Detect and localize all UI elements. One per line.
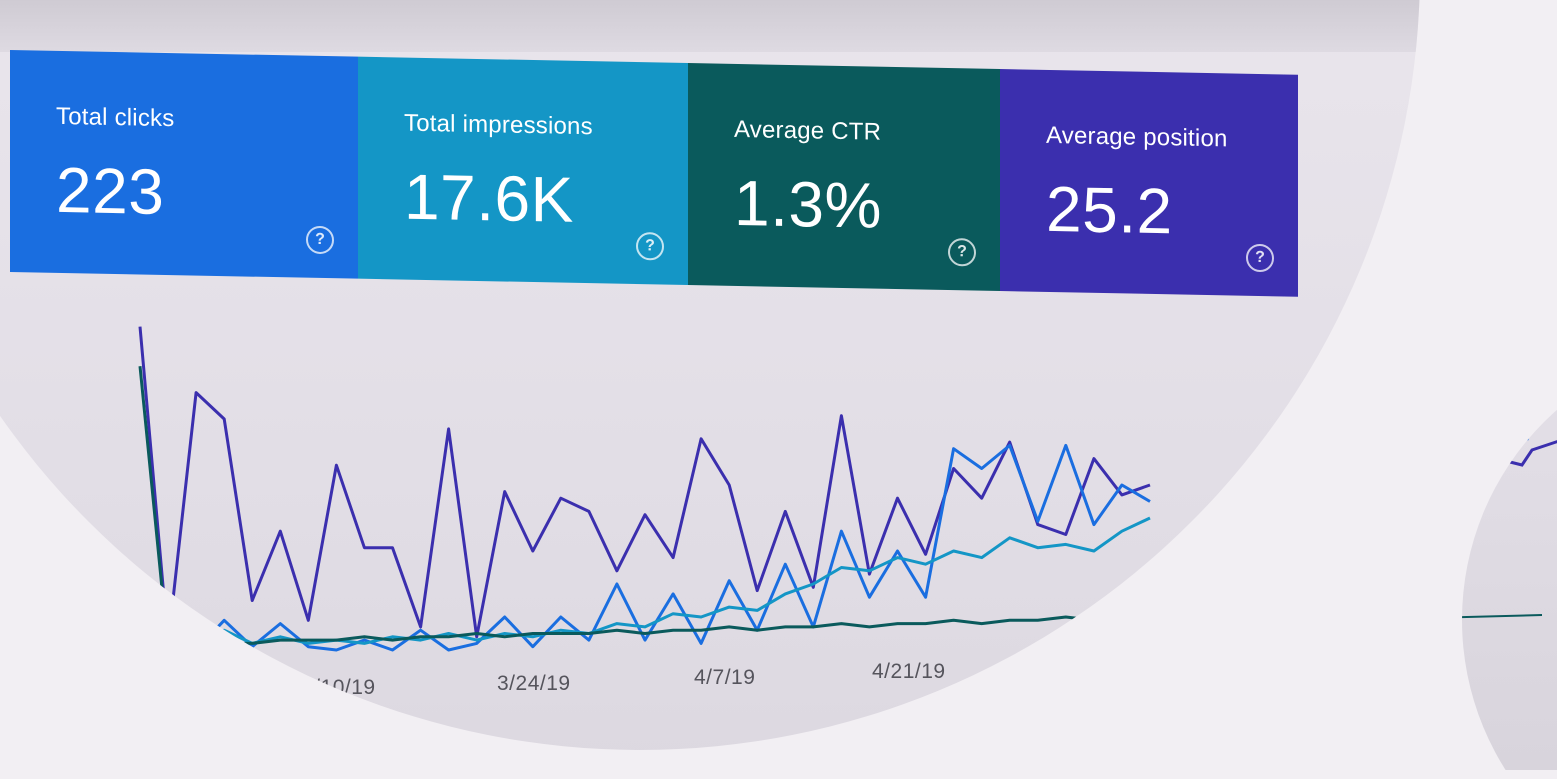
card-label: Average position [1046,121,1228,153]
secondary-chart [1462,367,1557,619]
card-total-clicks[interactable]: Total clicks 223 ? [10,50,358,279]
help-icon[interactable]: ? [948,238,976,267]
series-line [138,326,1151,645]
card-total-impressions[interactable]: Total impressions 17.6K ? [358,56,688,286]
help-icon[interactable]: ? [1246,243,1274,273]
card-value: 223 [56,153,165,228]
x-tick-label: /19 [1432,648,1458,668]
x-tick-label: 4/21/19 [872,660,946,683]
card-value: 17.6K [404,160,574,236]
card-label: Total clicks [56,102,175,133]
series-line [139,516,1151,652]
card-average-position[interactable]: Average position 25.2 ? [1000,69,1298,297]
secondary-series-line [1462,438,1557,511]
series-line [138,366,1150,652]
card-label: Average CTR [734,115,882,146]
chart-svg [138,326,1151,652]
secondary-baseline [1462,614,1543,619]
performance-chart: 3/10/19 3/24/19 4/7/19 4/21/19 [0,290,1420,750]
x-tick-label: 3/10/19 [302,676,376,699]
x-tick-label: 3/24/19 [497,672,571,695]
card-average-ctr[interactable]: Average CTR 1.3% ? [688,63,1000,292]
card-value: 25.2 [1046,172,1173,248]
secondary-series-line [1462,367,1557,511]
help-icon[interactable]: ? [636,232,664,261]
metric-cards: Total clicks 223 ? Total impressions 17.… [10,50,1300,305]
x-tick-label: 4/7/19 [694,666,756,689]
series-line [138,443,1151,652]
help-icon[interactable]: ? [306,225,334,255]
secondary-photo: /19 [1432,340,1557,770]
card-label: Total impressions [404,109,593,141]
card-value: 1.3% [734,166,882,242]
monitor-bezel [0,0,1420,52]
